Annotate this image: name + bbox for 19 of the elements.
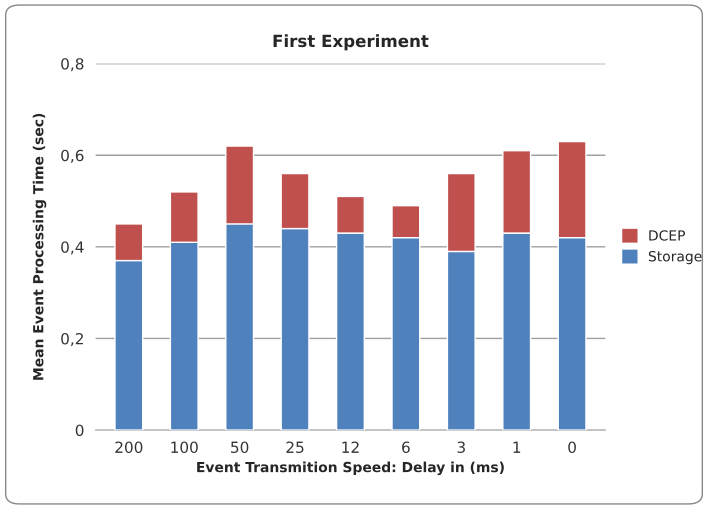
x-tick-label: 0 [568,441,576,454]
x-tick-label: 100 [171,441,198,454]
x-tick-label: 50 [231,441,248,454]
y-tick-label: 0 [76,424,84,436]
legend-label: DCEP [649,230,686,241]
y-tick-label: 0,2 [61,332,83,346]
x-tick-label: 6 [402,441,410,454]
legend-label: Storage [648,251,702,264]
x-tick-label: 1 [514,442,520,453]
x-tick-label: 200 [115,441,142,454]
x-axis-title: Event Transmition Speed: Delay in (ms) [197,462,504,476]
x-tick-label: 12 [342,441,359,453]
x-tick-label: 3 [458,441,465,454]
x-tick-label: 25 [286,441,304,454]
y-axis-title: Mean Event Processing Time (sec) [32,114,46,380]
y-tick-label: 0,4 [61,241,84,254]
chart-title: First Experiment [274,34,428,50]
y-tick-label: 0,6 [61,150,84,163]
y-tick-label: 0,8 [61,58,84,72]
